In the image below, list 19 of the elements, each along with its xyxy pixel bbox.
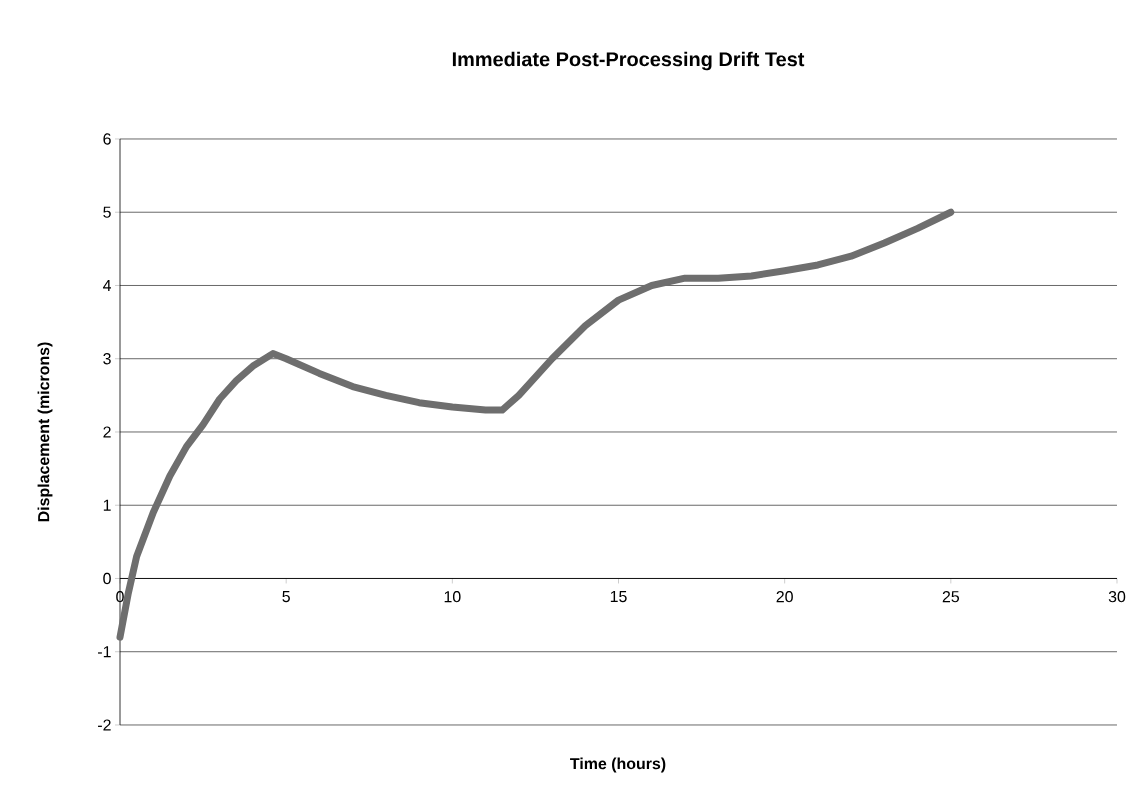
y-tick-label: 2 [103, 426, 111, 438]
y-tick-label: 0 [103, 572, 111, 585]
x-tick-label: 0 [116, 591, 124, 603]
x-tick-label: 20 [776, 591, 793, 603]
x-axis-title: Time (hours) [570, 757, 666, 773]
y-axis-title: Displacement (microns) [37, 342, 53, 522]
y-tick-label: 6 [103, 133, 111, 145]
x-tick-label: 5 [282, 591, 290, 603]
x-tick-label: 25 [942, 591, 960, 603]
y-tick-label: -2 [98, 719, 111, 731]
y-tick-label: 3 [103, 353, 111, 365]
y-tick-label: 4 [102, 280, 112, 291]
y-tick-label: 5 [103, 206, 111, 218]
x-tick-label: 15 [610, 591, 627, 603]
chart-title: Immediate Post-Processing Drift Test [452, 51, 805, 71]
y-tick-label: 1 [103, 499, 111, 511]
x-tick-label: 30 [1108, 591, 1126, 603]
y-tick-label: -1 [98, 646, 111, 658]
x-tick-label: 10 [444, 591, 461, 603]
